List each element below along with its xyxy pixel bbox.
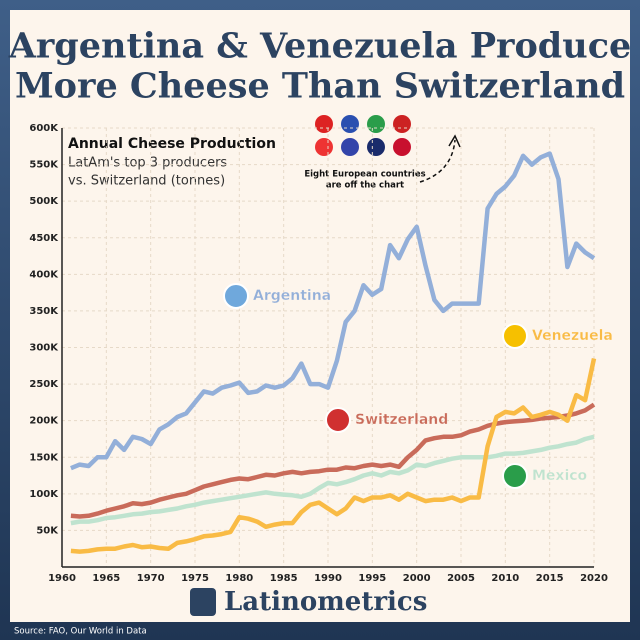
y-tick-label: 250K bbox=[29, 379, 59, 390]
y-tick-label: 400K bbox=[29, 269, 59, 280]
y-tick-label: 600K bbox=[29, 123, 59, 134]
annotation: are off the chart bbox=[326, 181, 404, 191]
y-tick-label: 450K bbox=[29, 233, 59, 244]
series-flag bbox=[325, 407, 351, 433]
x-tick-label: 2010 bbox=[491, 573, 519, 584]
y-tick-label: 500K bbox=[29, 196, 59, 207]
plot: 50K 100K 150K 200K 250K 300K 350K 400K 450K 500K 5… bbox=[29, 123, 613, 584]
annotation: Eight European countries bbox=[304, 170, 425, 180]
x-tick-label: 1980 bbox=[225, 573, 253, 584]
y-tick-label: 350K bbox=[29, 306, 59, 317]
x-tick-label: 2020 bbox=[580, 573, 608, 584]
series-line bbox=[70, 434, 595, 526]
series-flag bbox=[502, 323, 528, 349]
series-flag bbox=[502, 463, 528, 489]
series-flag bbox=[223, 283, 249, 309]
x-tick-label: 1975 bbox=[181, 573, 209, 584]
x-tick-label: 1970 bbox=[137, 573, 165, 584]
y-tick-label: 100K bbox=[29, 489, 59, 500]
series-label: Argentina bbox=[253, 288, 331, 304]
series-line bbox=[70, 358, 597, 554]
subtitle: vs. Switzerland (tonnes) bbox=[68, 174, 225, 189]
x-tick-label: 2015 bbox=[536, 573, 564, 584]
brand: Latinometrics bbox=[224, 587, 427, 617]
x-tick-label: 1985 bbox=[270, 573, 298, 584]
title: Argentina & Venezuela Produce bbox=[8, 26, 632, 67]
series-label: Venezuela bbox=[532, 328, 613, 344]
y-tick-label: 150K bbox=[29, 452, 59, 463]
x-tick-label: 1965 bbox=[92, 573, 120, 584]
card bbox=[10, 10, 630, 622]
annotation-arrow bbox=[419, 139, 456, 183]
y-tick-label: 50K bbox=[36, 525, 59, 536]
series-label: Switzerland bbox=[355, 412, 448, 428]
x-tick-label: 1995 bbox=[358, 573, 386, 584]
y-tick-label: 550K bbox=[29, 160, 59, 171]
source: Source: FAO, Our World in Data bbox=[14, 627, 147, 637]
y-tick-label: 300K bbox=[29, 343, 59, 354]
x-tick-label: 2005 bbox=[447, 573, 475, 584]
series-line bbox=[70, 402, 596, 519]
series-label: Mexico bbox=[532, 468, 588, 484]
y-tick-label: 200K bbox=[29, 416, 59, 427]
series-line bbox=[70, 151, 596, 471]
x-tick-label: 1960 bbox=[48, 573, 76, 584]
title: More Cheese Than Switzerland bbox=[15, 66, 625, 107]
brand-logo bbox=[190, 588, 216, 616]
x-tick-label: 2000 bbox=[403, 573, 431, 584]
annotation-arrow bbox=[448, 134, 461, 148]
subtitle: LatAm's top 3 producers bbox=[68, 156, 227, 171]
subtitle-heading: Annual Cheese Production bbox=[68, 136, 276, 152]
x-tick-label: 1990 bbox=[314, 573, 342, 584]
